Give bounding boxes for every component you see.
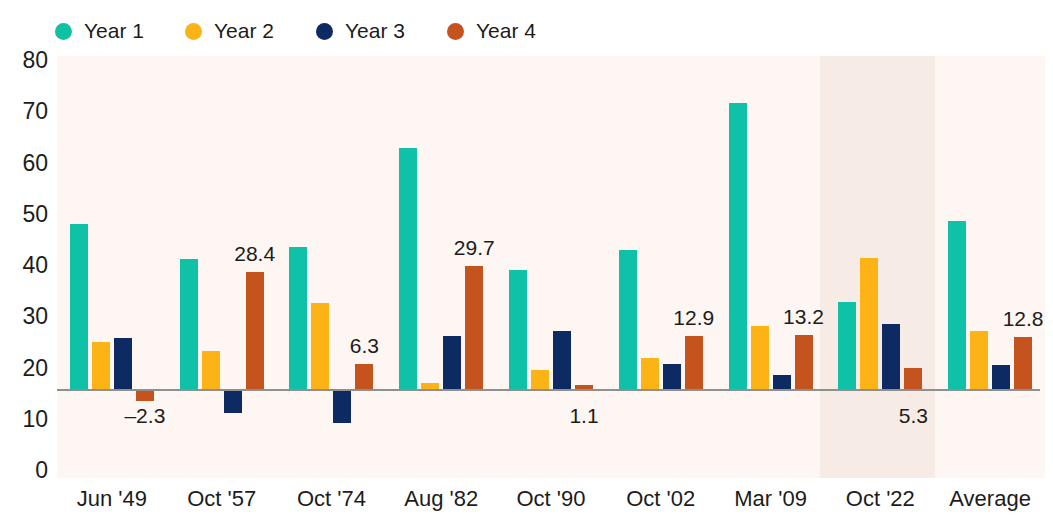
- bar-year-1-oct-22[interactable]: [838, 302, 856, 390]
- x-axis-label-oct-02: Oct '02: [601, 486, 721, 512]
- legend-dot-icon: [55, 23, 72, 40]
- bar-chart: Year 1 Year 2 Year 3 Year 4 80 70 60 50 40 30 20 1…: [0, 0, 1053, 516]
- bar-year-3-oct-02[interactable]: [663, 364, 681, 390]
- bar-year-4-aug-82[interactable]: [465, 266, 483, 390]
- bar-year-1-oct-90[interactable]: [509, 270, 527, 390]
- bar-year-4-oct-57[interactable]: [246, 272, 264, 390]
- bar-year-2-mar-09[interactable]: [751, 326, 769, 390]
- bar-year-4-mar-09[interactable]: [795, 335, 813, 390]
- bar-year-1-mar-09[interactable]: [729, 103, 747, 390]
- bar-year-4-oct-74[interactable]: [355, 364, 373, 390]
- bar-year-2-oct-02[interactable]: [641, 358, 659, 390]
- legend-item-year-2[interactable]: Year 2: [185, 18, 274, 44]
- bar-year-1-oct-57[interactable]: [180, 259, 198, 390]
- y-axis-tick-label: 30: [0, 303, 48, 329]
- y-axis-tick-label: 50: [0, 201, 48, 227]
- legend-item-year-3[interactable]: Year 3: [316, 18, 405, 44]
- bar-year-3-oct-90[interactable]: [553, 331, 571, 390]
- x-axis-label-aug-82: Aug '82: [381, 486, 501, 512]
- legend-label: Year 1: [84, 19, 144, 43]
- legend-label: Year 4: [476, 19, 536, 43]
- bar-year-3-oct-57[interactable]: [224, 391, 242, 413]
- bar-year-2-jun-49[interactable]: [92, 342, 110, 390]
- legend-dot-icon: [447, 23, 464, 40]
- x-axis-label-average: Average: [930, 486, 1050, 512]
- x-axis-label-jun-49: Jun '49: [52, 486, 172, 512]
- y-axis-tick-label: 0: [0, 457, 48, 483]
- value-label-mar-09: 13.2: [759, 305, 849, 329]
- x-axis-label-oct-90: Oct '90: [491, 486, 611, 512]
- bar-year-1-average[interactable]: [948, 221, 966, 390]
- y-axis-tick-label: 60: [0, 150, 48, 176]
- bar-year-4-average[interactable]: [1014, 337, 1032, 390]
- y-axis-tick-label: 20: [0, 355, 48, 381]
- bar-year-4-oct-22[interactable]: [904, 368, 922, 390]
- value-label-jun-49: –2.3: [100, 404, 190, 428]
- value-label-average: 12.8: [978, 307, 1053, 331]
- bar-year-1-oct-02[interactable]: [619, 250, 637, 390]
- bar-year-3-mar-09[interactable]: [773, 375, 791, 390]
- bar-year-2-oct-57[interactable]: [202, 351, 220, 390]
- value-label-oct-22: 5.3: [868, 404, 958, 428]
- y-axis-tick-label: 10: [0, 406, 48, 432]
- x-axis-label-oct-74: Oct '74: [271, 486, 391, 512]
- legend-label: Year 2: [214, 19, 274, 43]
- legend-item-year-4[interactable]: Year 4: [447, 18, 536, 44]
- bar-year-3-oct-22[interactable]: [882, 324, 900, 390]
- bar-year-2-average[interactable]: [970, 331, 988, 390]
- value-label-oct-90: 1.1: [539, 404, 629, 428]
- legend-item-year-1[interactable]: Year 1: [55, 18, 144, 44]
- bar-year-4-oct-02[interactable]: [685, 336, 703, 390]
- bar-year-3-oct-74[interactable]: [333, 391, 351, 423]
- bar-year-3-aug-82[interactable]: [443, 336, 461, 390]
- value-label-oct-74: 6.3: [319, 334, 409, 358]
- legend-dot-icon: [185, 23, 202, 40]
- value-label-oct-02: 12.9: [649, 306, 739, 330]
- y-axis-tick-label: 70: [0, 98, 48, 124]
- bar-year-3-average[interactable]: [992, 365, 1010, 390]
- x-axis-line: [57, 389, 1040, 391]
- y-axis-tick-label: 40: [0, 252, 48, 278]
- bar-year-2-oct-90[interactable]: [531, 370, 549, 390]
- bar-year-3-jun-49[interactable]: [114, 338, 132, 390]
- x-axis-label-oct-22: Oct '22: [820, 486, 940, 512]
- legend-dot-icon: [316, 23, 333, 40]
- y-axis-tick-label: 80: [0, 47, 48, 73]
- bar-year-4-jun-49[interactable]: [136, 391, 154, 401]
- bar-year-1-aug-82[interactable]: [399, 148, 417, 390]
- value-label-aug-82: 29.7: [429, 236, 519, 260]
- bar-year-1-jun-49[interactable]: [70, 224, 88, 390]
- x-axis-label-oct-57: Oct '57: [162, 486, 282, 512]
- bar-year-2-oct-22[interactable]: [860, 258, 878, 390]
- x-axis-label-mar-09: Mar '09: [711, 486, 831, 512]
- bar-year-1-oct-74[interactable]: [289, 247, 307, 390]
- legend-label: Year 3: [345, 19, 405, 43]
- value-label-oct-57: 28.4: [210, 242, 300, 266]
